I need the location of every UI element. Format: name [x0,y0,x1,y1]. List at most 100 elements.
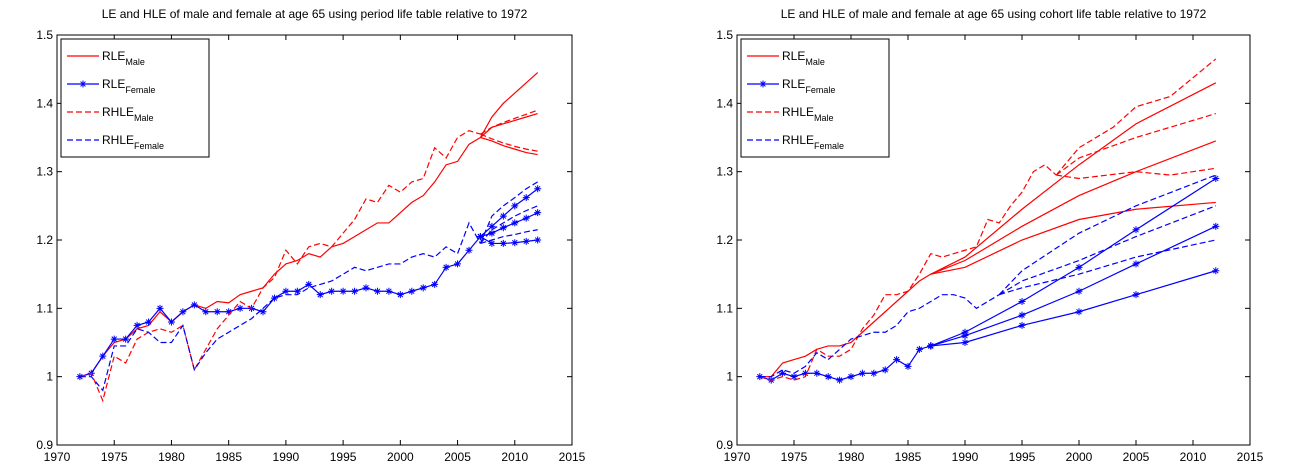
series-line [1055,58,1217,176]
x-tick-label: 2015 [559,450,586,464]
y-tick-label: 1.5 [716,28,733,42]
point-marker [824,373,832,381]
legend-label: RHLEFemale [782,133,844,151]
legend-subscript: Male [805,57,825,67]
legend-subscript: Female [125,85,155,95]
point-marker [351,287,359,295]
point-marker [534,209,542,217]
point-marker [270,294,278,302]
point-marker [779,369,787,377]
y-tick-label: 1.4 [36,96,53,110]
x-tick-label: 1990 [952,450,979,464]
point-marker [1132,260,1140,268]
legend-label: RLEFemale [102,77,155,95]
x-tick-label: 2015 [1237,450,1264,464]
y-tick-label: 1 [46,370,53,384]
legend-subscript: Male [814,113,834,123]
series-line [79,236,481,378]
y-tick-label: 1.5 [36,28,53,42]
point-marker [190,301,198,309]
point-marker [836,376,844,384]
point-marker [431,280,439,288]
x-tick-label: 2010 [1180,450,1207,464]
x-tick-label: 1995 [1009,450,1036,464]
point-marker [110,335,118,343]
series-line [930,201,1216,275]
x-tick-label: 2010 [501,450,528,464]
series-line [930,82,1217,275]
point-marker [847,373,855,381]
plot-lines [756,58,1220,384]
point-marker [1075,287,1083,295]
legend-name: RHLE [782,105,814,119]
point-marker [362,284,370,292]
point-marker [1132,226,1140,234]
point-marker [534,236,542,244]
point-marker [522,194,530,202]
point-marker [99,352,107,360]
point-marker [813,369,821,377]
legend-marker [759,80,767,88]
point-marker [790,373,798,381]
legend-name: RLE [782,77,805,91]
point-marker [293,287,301,295]
point-marker [133,321,141,329]
series-line [480,136,538,156]
y-tick-label: 1.1 [36,301,53,315]
y-tick-label: 1.2 [716,233,733,247]
series-line [79,136,481,378]
point-marker [881,366,889,374]
series-line [79,221,481,392]
legend-label: RHLEMale [782,105,834,123]
x-tick-label: 2000 [1066,450,1093,464]
point-marker [893,356,901,364]
point-marker [511,239,519,247]
axes-frame [736,34,1251,446]
point-marker [465,246,473,254]
legend-name: RHLE [102,105,134,119]
point-marker [316,291,324,299]
legend-subscript: Female [814,141,844,151]
point-marker [1018,321,1026,329]
point-marker [385,287,393,295]
point-marker [282,287,290,295]
series-line [480,133,538,152]
y-tick-label: 1.1 [716,301,733,315]
series-line [930,270,1216,347]
legend-label: RHLEFemale [102,133,164,151]
y-tick-label: 1.2 [36,233,53,247]
y-tick-label: 1.3 [36,165,53,179]
point-marker [904,362,912,370]
point-marker [870,369,878,377]
legend-marker [79,80,87,88]
x-tick-label: 1990 [273,450,300,464]
point-marker [373,287,381,295]
x-tick-label: 2000 [387,450,414,464]
legend-name: RHLE [102,133,134,147]
series-line [479,72,539,138]
legend-box [60,38,210,158]
y-tick-label: 0.9 [36,438,53,452]
series-line [480,229,538,244]
x-tick-label: 1975 [101,450,128,464]
x-tick-label: 1970 [724,450,751,464]
point-marker [511,202,519,210]
y-tick-label: 1.4 [716,96,733,110]
series-line [479,205,538,244]
point-marker [522,214,530,222]
x-tick-label: 1980 [158,450,185,464]
series-line [930,225,1217,347]
legend-label: RLEMale [782,49,825,67]
legend-label: RHLEMale [102,105,154,123]
x-tick-label: 1985 [215,450,242,464]
y-tick-label: 0.9 [716,438,733,452]
legend-label: RLEMale [102,49,145,67]
point-marker [1212,175,1220,182]
series-line [1055,113,1216,176]
series-line [930,140,1217,275]
point-marker [801,369,809,377]
point-marker [858,369,866,377]
series-line [999,239,1216,296]
x-tick-label: 1995 [330,450,357,464]
series-line [480,109,538,135]
